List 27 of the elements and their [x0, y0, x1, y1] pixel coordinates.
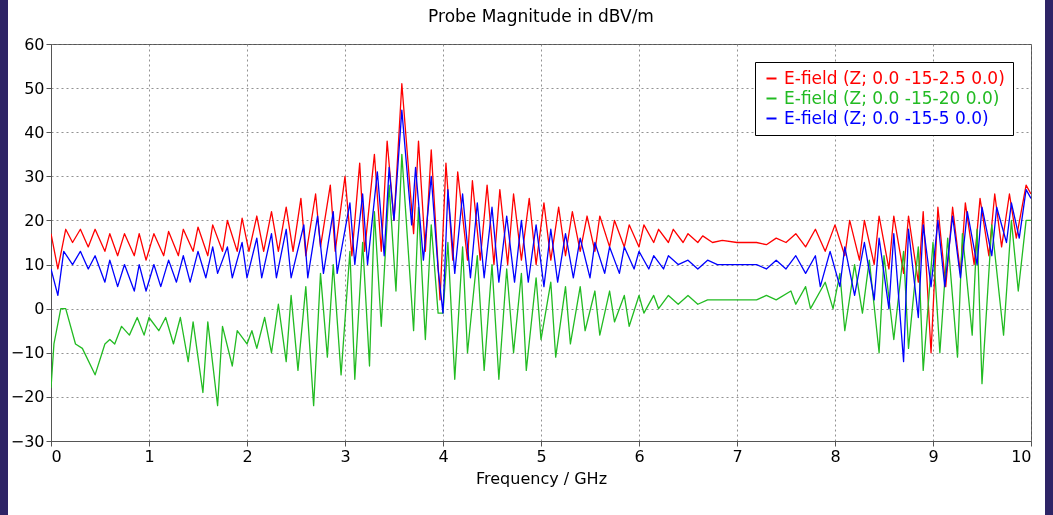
- y-tick-label: 30: [24, 166, 45, 186]
- x-tick-label: 5: [536, 446, 547, 466]
- y-tick-label: −30: [10, 431, 45, 451]
- legend-label: E-field (Z; 0.0 -15-20 0.0): [784, 87, 1000, 108]
- y-tick-label: 50: [24, 78, 45, 98]
- chart-title: Probe Magnitude in dBV/m: [428, 6, 654, 26]
- x-tick-label: 9: [928, 446, 939, 466]
- x-tick-label: 8: [830, 446, 841, 466]
- x-axis-title: Frequency / GHz: [475, 468, 608, 488]
- line-series: [51, 153, 1031, 407]
- y-tick-label: 10: [24, 255, 45, 275]
- x-tick-label: 4: [438, 446, 449, 466]
- x-tick-label: 7: [732, 446, 743, 466]
- y-tick-label: 0: [34, 299, 45, 319]
- legend-label: E-field (Z; 0.0 -15-5 0.0): [784, 107, 989, 128]
- x-tick-label: 0: [51, 446, 62, 466]
- x-tick-label: 10: [1011, 446, 1032, 466]
- x-tick-label: 2: [242, 446, 253, 466]
- legend-label: E-field (Z; 0.0 -15-2.5 0.0): [784, 67, 1005, 88]
- y-tick-label: −10: [10, 343, 45, 363]
- y-tick-label: 20: [24, 210, 45, 230]
- y-tick-label: 60: [24, 34, 45, 54]
- y-tick-label: 40: [24, 122, 45, 142]
- y-tick-label: −20: [10, 387, 45, 407]
- x-tick-label: 6: [634, 446, 645, 466]
- x-tick-label: 3: [340, 446, 351, 466]
- x-tick-label: 1: [144, 446, 155, 466]
